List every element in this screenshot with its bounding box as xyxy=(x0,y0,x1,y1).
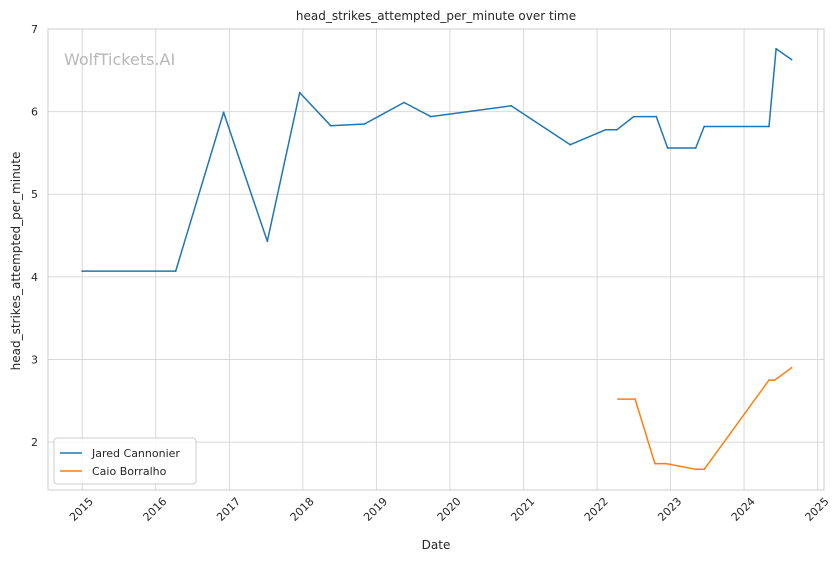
data-point-jared-cannonier xyxy=(790,58,793,61)
data-point-caio-borralho xyxy=(790,366,793,369)
data-point-jared-cannonier xyxy=(510,104,512,107)
chart-title: head_strikes_attempted_per_minute over t… xyxy=(296,9,576,23)
data-point-jared-cannonier xyxy=(174,270,177,272)
data-point-caio-borralho xyxy=(617,398,620,400)
y-tick-label: 7 xyxy=(31,23,38,36)
data-point-caio-borralho xyxy=(634,398,636,400)
data-point-jared-cannonier xyxy=(81,270,84,272)
data-point-caio-borralho xyxy=(773,379,776,381)
y-tick-label: 4 xyxy=(31,271,38,284)
grid-lines xyxy=(48,28,824,490)
data-point-caio-borralho xyxy=(665,462,667,465)
data-point-jared-cannonier xyxy=(266,240,269,243)
legend-label-caio-borralho: Caio Borralho xyxy=(92,465,167,478)
data-point-jared-cannonier xyxy=(403,101,405,104)
data-point-jared-cannonier xyxy=(298,91,301,94)
data-point-jared-cannonier xyxy=(703,125,706,128)
data-point-caio-borralho xyxy=(694,468,697,471)
data-point-jared-cannonier xyxy=(768,125,770,128)
data-point-caio-borralho xyxy=(703,468,706,471)
x-axis-title: Date xyxy=(422,538,451,552)
data-point-jared-cannonier xyxy=(329,124,332,127)
data-point-jared-cannonier xyxy=(569,143,572,146)
legend: Jared Cannonier Caio Borralho xyxy=(53,437,197,485)
y-tick-label: 3 xyxy=(31,353,38,366)
y-tick-label: 5 xyxy=(31,188,38,201)
data-point-jared-cannonier xyxy=(615,128,618,131)
y-tick-label: 6 xyxy=(31,106,38,119)
data-point-jared-cannonier xyxy=(632,115,635,118)
legend-label-jared-cannonier: Jared Cannonier xyxy=(91,447,180,460)
data-point-jared-cannonier xyxy=(694,147,697,149)
data-point-jared-cannonier xyxy=(655,115,658,118)
data-point-jared-cannonier xyxy=(775,47,777,50)
y-axis-title: head_strikes_attempted_per_minute xyxy=(9,152,23,371)
y-tick-labels: 2 3 4 5 6 7 xyxy=(31,23,38,449)
y-tick-label: 2 xyxy=(31,436,38,449)
data-point-jared-cannonier xyxy=(222,111,225,114)
data-point-jared-cannonier xyxy=(604,128,607,131)
series-layer xyxy=(81,47,793,471)
data-point-jared-cannonier xyxy=(363,123,366,125)
plot-frame xyxy=(47,28,825,491)
data-point-caio-borralho xyxy=(654,462,656,465)
legend-box xyxy=(53,437,197,485)
data-point-caio-borralho xyxy=(768,379,770,381)
watermark-text: WolfTickets.AI xyxy=(64,50,175,69)
data-point-jared-cannonier xyxy=(666,147,669,149)
data-point-jared-cannonier xyxy=(429,115,432,118)
